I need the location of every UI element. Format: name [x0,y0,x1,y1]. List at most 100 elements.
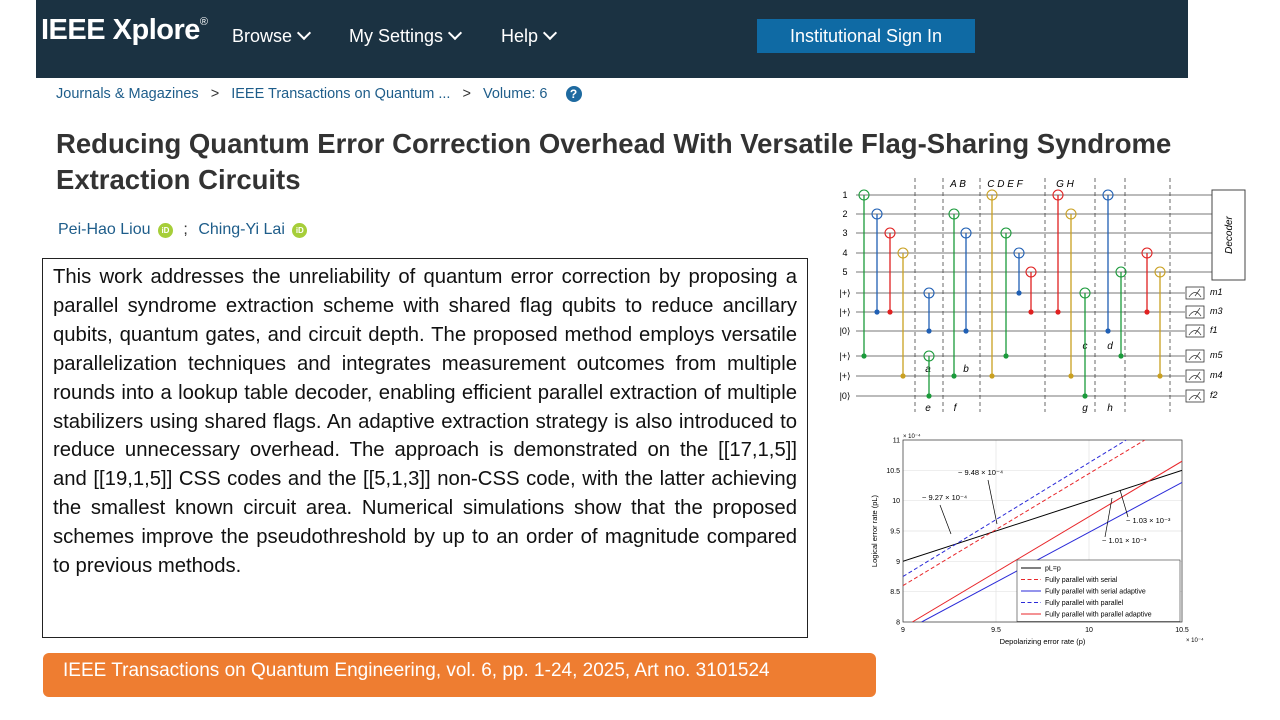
author-separator: ; [183,221,188,238]
x-tick-label: 9 [901,627,905,634]
crumb[interactable]: Journals & Magazines [56,86,199,102]
control-dot [1144,309,1150,315]
target [897,247,909,259]
control-dot [951,373,957,379]
control-dot [887,309,893,315]
target [871,208,883,220]
control-dot [874,309,880,315]
gate-letter: c [1083,341,1088,352]
control-dot [1003,353,1009,359]
target [1013,247,1025,259]
control-dot [1068,373,1074,379]
nav-settings[interactable]: My Settings [349,26,460,47]
legend-label: Fully parallel with serial adaptive [1045,589,1146,596]
target [1154,266,1166,278]
y-axis-label: Logical error rate (pL) [870,494,879,567]
meter-needle [1188,307,1202,317]
series-line [903,440,1146,587]
nav-help[interactable]: Help [501,26,555,47]
row-label: 4 [842,248,847,258]
annotation: ~ 9.27 × 10⁻⁴ [922,493,967,502]
row-label: |+⟩ [839,288,850,298]
nav-browse[interactable]: Browse [232,26,309,47]
output-label: m5 [1210,350,1223,360]
y-tick-label: 10 [892,498,900,505]
legend-label: Fully parallel with parallel adaptive [1045,612,1152,619]
meter [1185,349,1205,363]
gate-letter: g [1082,403,1088,414]
y-tick-label: 9.5 [890,529,900,536]
author[interactable]: Pei-Hao Liou [58,221,151,238]
abstract: This work addresses the unreliability of… [42,258,808,638]
decoder-box [1211,189,1246,281]
annotation-arrow [939,504,952,535]
control-dot [1105,328,1111,334]
annotation-arrow [1104,497,1113,538]
gate-letter: f [954,403,958,414]
legend-label: Fully parallel with parallel [1045,600,1124,607]
annotation-arrow [1119,489,1129,518]
row-label: |+⟩ [839,371,850,381]
control-dot [1118,353,1124,359]
x-axis-label: Depolarizing error rate (p) [1000,637,1086,646]
annotation-arrow [987,479,998,525]
plot-frame [902,439,1183,623]
control-dot [1082,393,1088,399]
y-tick-label: 10.5 [886,468,900,475]
citation: IEEE Transactions on Quantum Engineering… [43,653,876,697]
output-label: m3 [1210,306,1223,316]
target [1065,208,1077,220]
output-label: f2 [1210,390,1218,400]
gate-letter: d [1107,341,1113,352]
row-label: 5 [842,267,847,277]
y-tick-label: 11 [893,438,900,445]
decoder-label: Decoder [1224,215,1235,253]
row-label: |+⟩ [839,351,850,361]
meter [1185,324,1205,338]
meter [1185,389,1205,403]
logo-text[interactable]: IEEE Xplore [41,14,200,46]
meter [1185,305,1205,319]
sign-in-button[interactable]: Institutional Sign In [757,19,975,53]
control-dot [989,373,995,379]
annotation: ~ 1.01 × 10⁻³ [1102,536,1147,545]
breadcrumb: Journals & Magazines > IEEE Transactions… [56,86,590,102]
meter-needle [1188,351,1202,361]
control-dot [926,393,932,399]
x-tick-label: 10.5 [1175,627,1189,634]
meter [1185,369,1205,383]
target [1079,287,1091,299]
target [884,227,896,239]
logo[interactable]: IEEE Xplore® [41,14,208,47]
top-bar: IEEE Xplore® Browse My Settings Help Ins… [36,0,1188,78]
meter [1185,286,1205,300]
orcid-icon[interactable]: iD [292,223,308,238]
authors: Pei-Hao Liou iD ; Ching-Yi Lai iD [58,221,308,239]
control-dot [1016,290,1022,296]
crumb-separator: > [462,86,471,102]
y-tick-label: 8 [896,620,900,627]
target [960,227,972,239]
target [923,350,935,362]
crumb[interactable]: Volume: 6 [482,86,548,102]
output-label: f1 [1210,325,1218,335]
x-tick-label: 10 [1085,627,1093,634]
crumb[interactable]: IEEE Transactions on Quantum ... [231,86,451,102]
gate-letter: e [925,403,931,414]
legend-label: pL=p [1045,566,1061,573]
author[interactable]: Ching-Yi Lai [198,221,285,238]
control-dot [1055,309,1061,315]
output-label: m1 [1210,287,1223,297]
row-label: 2 [842,209,847,219]
gate-letter: b [963,364,969,375]
target [1115,266,1127,278]
orcid-icon[interactable]: iD [157,223,173,238]
article-title: Reducing Quantum Error Correction Overhe… [56,128,1172,195]
row-label: |0⟩ [840,391,851,401]
annotation: ~ 9.48 × 10⁻⁴ [958,468,1003,477]
target [1000,227,1012,239]
control-dot [1157,373,1163,379]
y-tick-label: 8.5 [890,589,900,596]
legend-label: Fully parallel with serial [1045,577,1118,584]
help-icon[interactable]: ? [565,86,582,102]
